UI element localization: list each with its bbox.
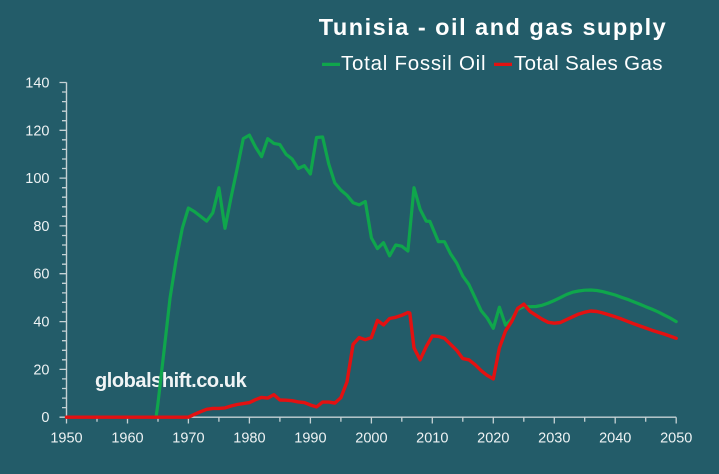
svg-text:2010: 2010: [416, 431, 448, 447]
svg-text:60: 60: [33, 267, 49, 283]
svg-text:1950: 1950: [50, 431, 82, 447]
svg-text:2020: 2020: [477, 431, 509, 447]
svg-text:80: 80: [33, 219, 49, 235]
svg-text:0: 0: [41, 410, 49, 426]
svg-text:Tunisia - oil and gas supply: Tunisia - oil and gas supply: [319, 14, 667, 40]
svg-text:120: 120: [25, 123, 49, 139]
svg-text:1990: 1990: [294, 431, 326, 447]
svg-text:Total Sales Gas: Total Sales Gas: [514, 52, 663, 75]
svg-text:1960: 1960: [111, 431, 143, 447]
svg-text:2000: 2000: [355, 431, 387, 447]
svg-text:globalshift.co.uk: globalshift.co.uk: [95, 370, 248, 392]
svg-text:Total Fossil Oil: Total Fossil Oil: [341, 52, 486, 75]
svg-text:20: 20: [33, 362, 49, 378]
svg-text:100: 100: [25, 171, 49, 187]
svg-text:1970: 1970: [172, 431, 204, 447]
svg-text:1980: 1980: [233, 431, 265, 447]
svg-text:2050: 2050: [660, 431, 692, 447]
svg-text:2040: 2040: [599, 431, 631, 447]
svg-text:140: 140: [25, 76, 49, 92]
svg-text:2030: 2030: [538, 431, 570, 447]
svg-text:40: 40: [33, 315, 49, 331]
